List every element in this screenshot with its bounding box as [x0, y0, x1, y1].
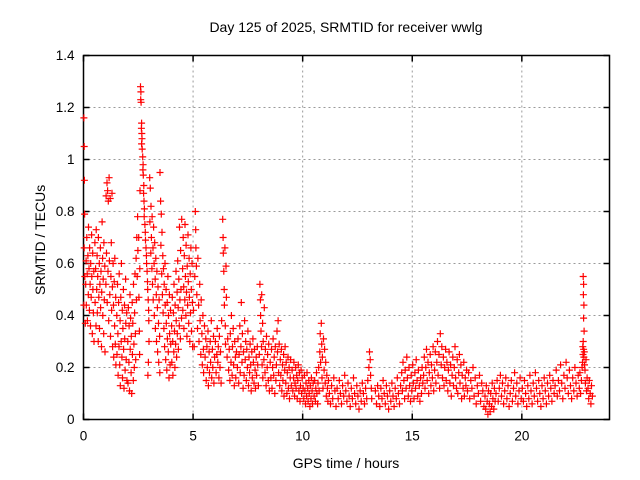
y-tick-label: 0.8 — [56, 204, 75, 219]
y-tick-label: 1.4 — [56, 48, 75, 63]
x-axis-label: GPS time / hours — [292, 455, 400, 471]
data-points — [80, 83, 596, 418]
x-tick-label: 10 — [295, 429, 310, 444]
x-tick-label: 20 — [514, 429, 529, 444]
x-tick-label: 0 — [80, 429, 88, 444]
x-tick-label: 5 — [189, 429, 197, 444]
y-tick-label: 0.2 — [56, 360, 75, 375]
y-tick-label: 0.4 — [56, 308, 75, 323]
x-tick-label: 15 — [405, 429, 420, 444]
y-tick-label: 0 — [67, 412, 75, 427]
y-tick-label: 1 — [67, 152, 75, 167]
y-tick-label: 1.2 — [56, 100, 75, 115]
chart-title: Day 125 of 2025, SRMTID for receiver wwl… — [209, 19, 483, 35]
y-tick-label: 0.6 — [56, 256, 75, 271]
plot-border — [82, 54, 611, 421]
